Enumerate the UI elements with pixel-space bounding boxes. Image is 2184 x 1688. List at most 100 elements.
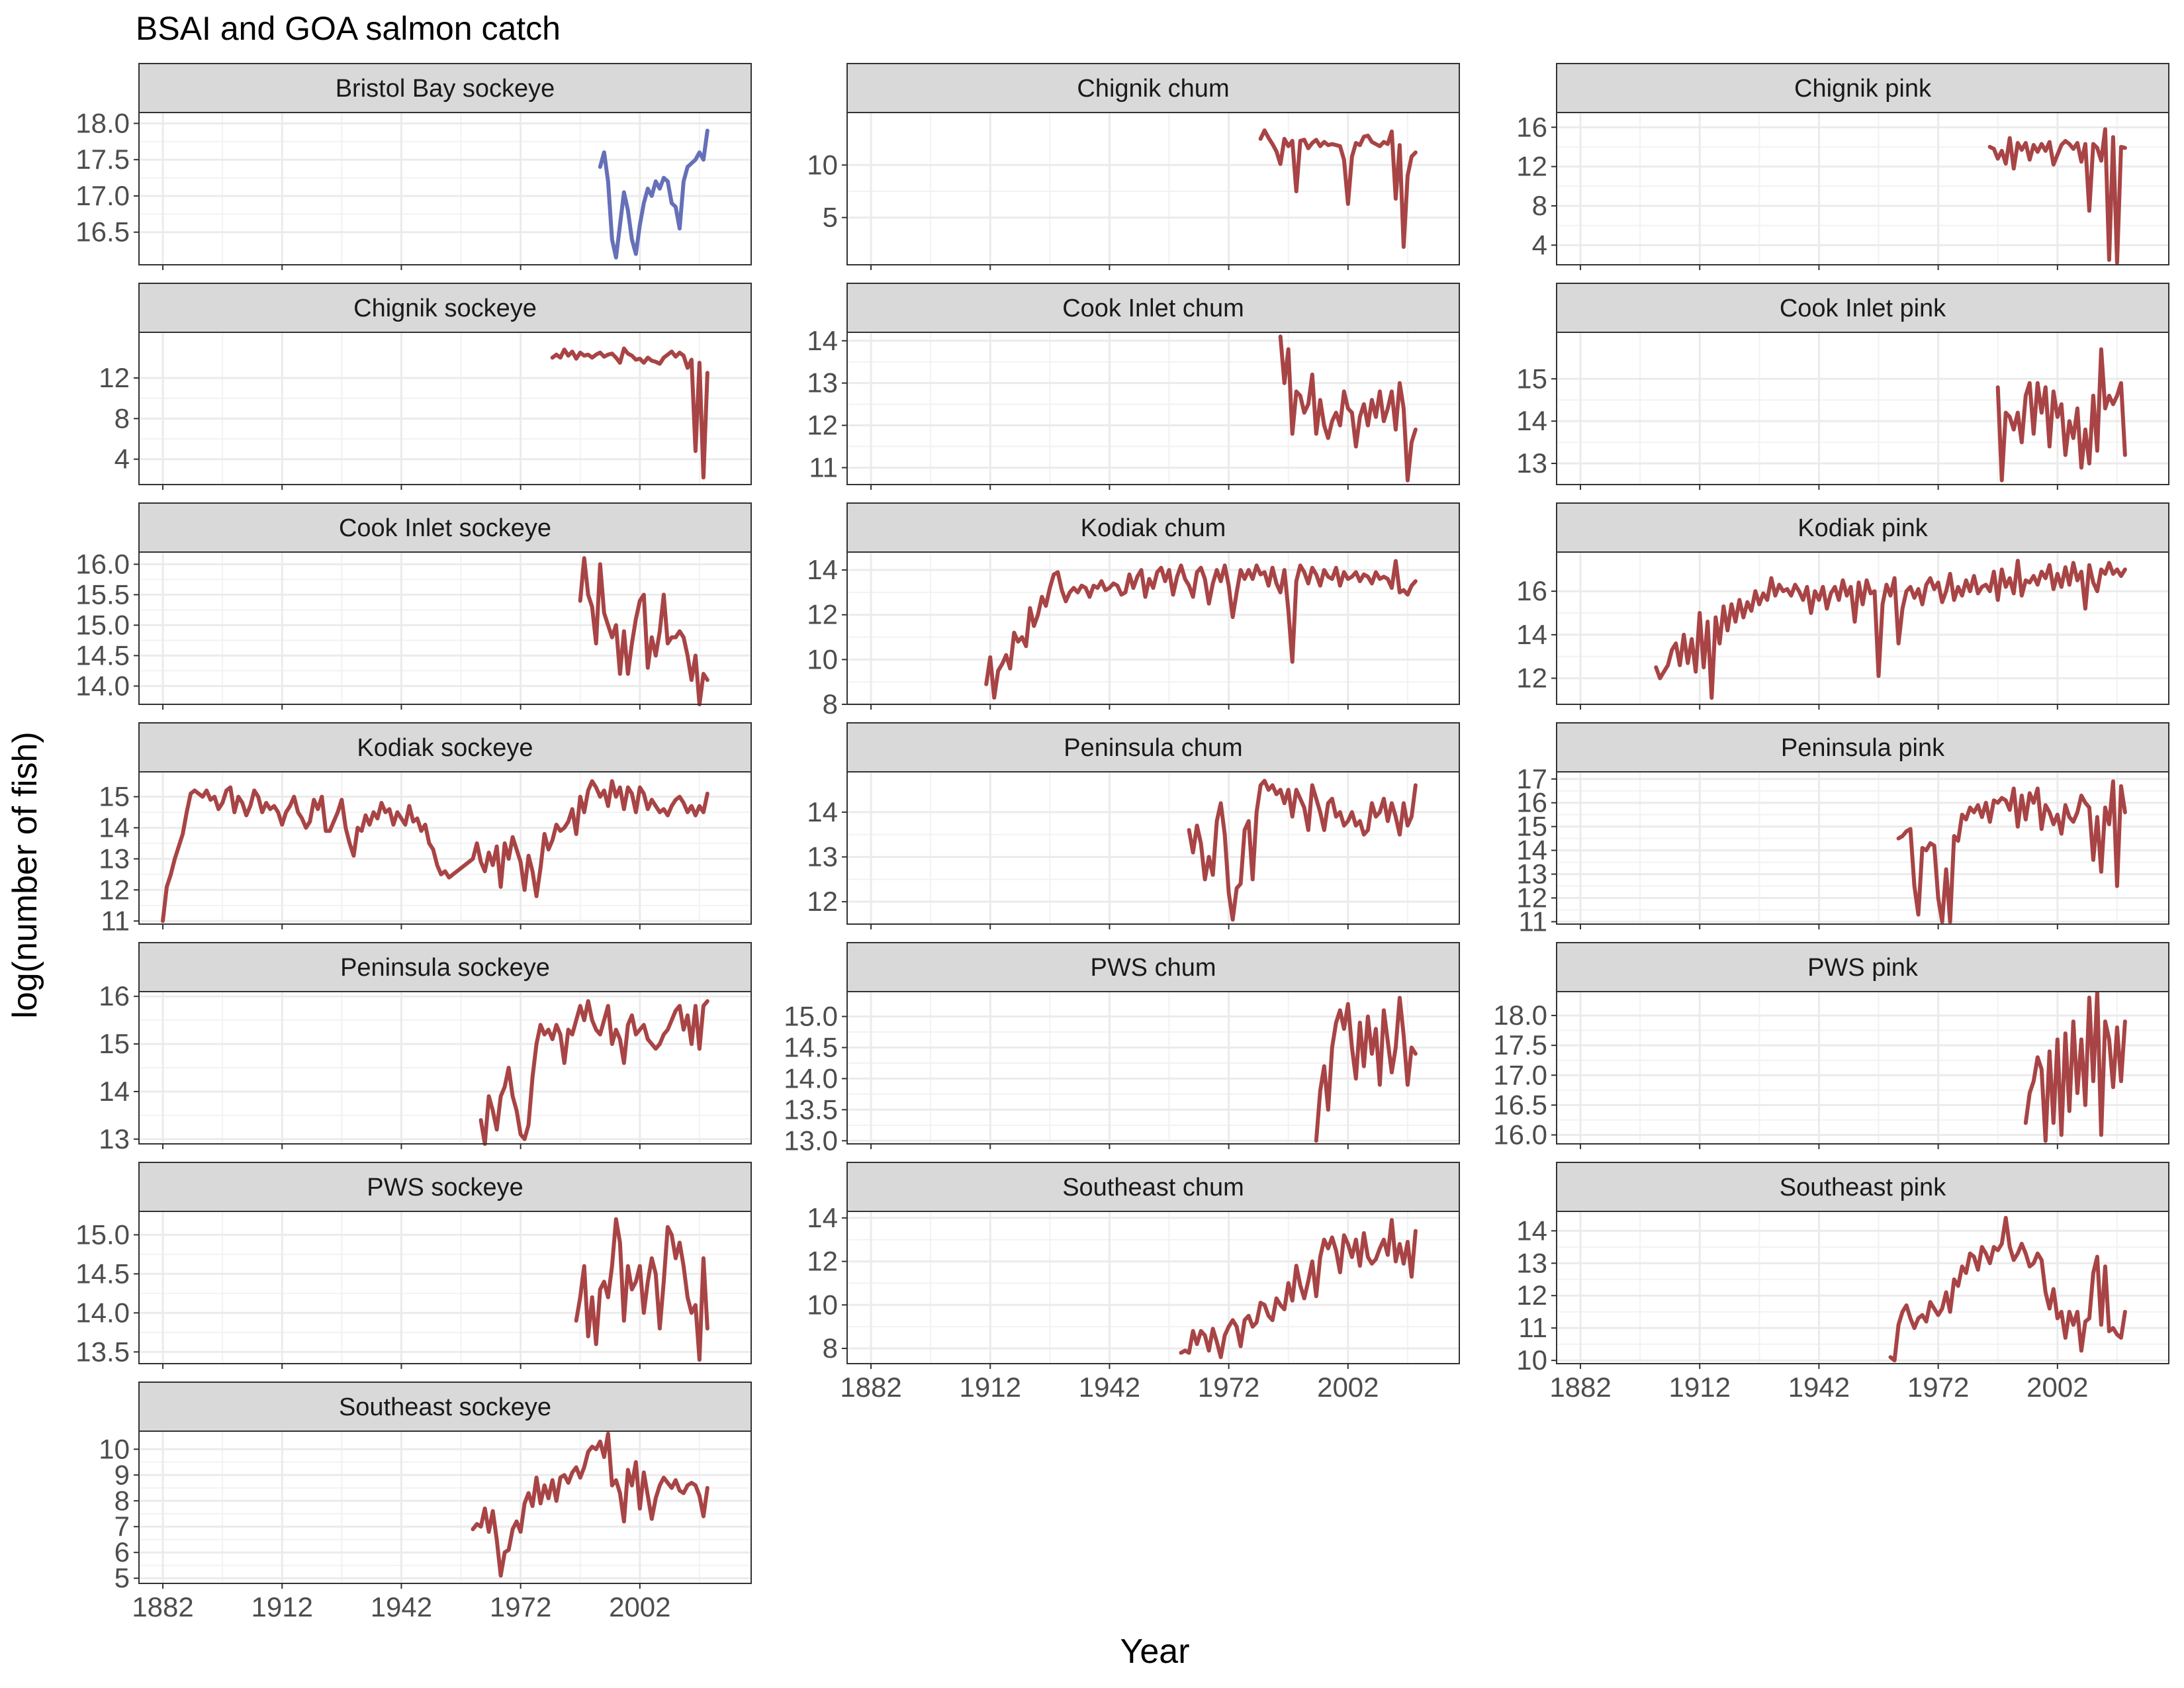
facet-strip-label: Kodiak chum (1081, 514, 1226, 542)
y-tick-label: 15.5 (75, 579, 130, 610)
y-tick-label: 17.0 (1493, 1059, 1547, 1090)
panel-peninsula-sockeye: 13 14 15 16 Peninsula sockeye (99, 942, 752, 1154)
plot-area (139, 1431, 751, 1583)
y-tick-label: 16.0 (75, 548, 130, 579)
y-tick-label: 8 (114, 402, 130, 434)
y-tick-label: 15 (1516, 363, 1547, 394)
y-tick-label: 14 (807, 325, 838, 356)
facet-strip-label: PWS chum (1090, 954, 1216, 982)
y-tick-label: 14.0 (75, 1297, 130, 1328)
plot-area (1557, 332, 2169, 485)
facet-strip (138, 942, 752, 992)
series-line-bristol-bay-sockeye (598, 128, 709, 259)
y-tick-label: 11 (1518, 906, 1547, 937)
facet-strip (138, 1162, 752, 1212)
panel-pws-chum: 13.013.514.014.515.0 PWS chum (784, 942, 1460, 1156)
panel-pws-pink: 16.016.517.017.518.0 PWS pink (1493, 942, 2169, 1150)
y-tick-label: 14.5 (75, 639, 130, 671)
plot-area (847, 772, 1459, 924)
facet-strip-label: Southeast sockeye (339, 1393, 551, 1421)
y-tick-label: 11 (101, 905, 130, 936)
x-tick-label: 2002 (1317, 1372, 1379, 1403)
facet-strip (846, 1162, 1460, 1212)
y-tick-label: 18.0 (1493, 1000, 1547, 1031)
y-tick-label: 14 (1516, 1215, 1547, 1246)
y-tick-label: 15.0 (75, 1219, 130, 1250)
panel-chignik-sockeye: 4 8 12 Chignik sockeye (99, 283, 752, 490)
y-tick-label: 15 (99, 781, 130, 812)
plot-area (847, 332, 1459, 485)
series-line-southeast-chum (1179, 1218, 1418, 1360)
y-tick-label: 4 (114, 444, 130, 475)
facet-strip-label: Kodiak sockeye (357, 734, 533, 762)
plot-area (1557, 113, 2169, 265)
facet-strip (846, 283, 1460, 333)
series-line-pws-sockeye (574, 1217, 709, 1362)
y-tick-label: 12 (99, 874, 130, 905)
y-tick-label: 14 (99, 812, 130, 843)
y-tick-label: 10 (99, 1433, 130, 1464)
y-tick-label: 12 (807, 599, 838, 630)
panel-kodiak-pink: 12 14 16 Kodiak pink (1516, 502, 2169, 710)
y-tick-label: 12 (807, 1246, 838, 1277)
facet-strip-label: Chignik pink (1794, 75, 1932, 103)
facet-strip (138, 502, 752, 553)
facet-strip (1556, 502, 2169, 553)
series-line-southeast-pink (1888, 1215, 2127, 1363)
facet-strip-label: Kodiak pink (1797, 514, 1928, 542)
panel-cook-inlet-sockeye: 14.014.515.015.516.0 Cook Inlet sockeye (75, 502, 752, 710)
facet-strip-label: Peninsula pink (1781, 734, 1945, 762)
panel-peninsula-chum: 12 13 14 Peninsula chum (807, 722, 1460, 929)
facet-strip (846, 63, 1460, 113)
series-line-southeast-sockeye (471, 1431, 709, 1578)
series-line-chignik-sockeye (550, 346, 709, 480)
panel-cook-inlet-chum: 11 12 13 14 Cook Inlet chum (807, 283, 1460, 490)
y-tick-label: 4 (1532, 229, 1547, 260)
y-tick-label: 10 (807, 643, 838, 675)
y-tick-label: 16 (1516, 111, 1547, 142)
y-tick-label: 12 (807, 410, 838, 441)
y-tick-label: 8 (823, 688, 838, 720)
y-tick-label: 11 (809, 451, 838, 483)
x-tick-label: 2002 (609, 1591, 670, 1622)
x-tick-label: 1912 (960, 1372, 1021, 1403)
y-tick-label: 14.0 (75, 670, 130, 701)
plot-area (139, 552, 751, 704)
facet-strip-label: Chignik sockeye (353, 295, 537, 322)
y-tick-label: 10 (807, 1289, 838, 1320)
y-axis-title: log(number of fish) (6, 731, 44, 1019)
series-line-pws-chum (1314, 996, 1418, 1143)
series-line-kodiak-pink (1654, 559, 2127, 700)
y-tick-label: 17 (1516, 763, 1547, 794)
y-tick-label: 12 (1516, 151, 1547, 182)
facet-strip (846, 722, 1460, 773)
series-line-cook-inlet-pink (1995, 347, 2127, 483)
facet-strip (1556, 722, 2169, 773)
y-tick-label: 13 (807, 367, 838, 399)
series-line-peninsula-chum (1187, 778, 1418, 922)
x-tick-label: 1972 (490, 1591, 551, 1622)
y-tick-label: 14 (1516, 405, 1547, 436)
y-tick-label: 14.5 (75, 1258, 130, 1289)
series-line-cook-inlet-chum (1278, 334, 1418, 483)
y-tick-label: 13.5 (784, 1094, 838, 1125)
y-tick-label: 13.0 (784, 1125, 838, 1156)
series-line-cook-inlet-sockeye (578, 556, 709, 706)
facet-strip-label: Southeast chum (1062, 1174, 1244, 1201)
y-tick-label: 7 (114, 1511, 130, 1542)
y-tick-label: 13 (99, 843, 130, 874)
y-tick-label: 17.0 (75, 180, 130, 211)
series-line-chignik-pink (1987, 127, 2127, 265)
plot-area (1557, 772, 2169, 924)
y-tick-label: 16 (1516, 575, 1547, 606)
facet-strip-label: Cook Inlet sockeye (339, 514, 551, 542)
y-tick-label: 5 (823, 202, 838, 233)
panel-southeast-chum: 8 10 12 14 1882 1912 1942 1972 2002 Southeast chu… (807, 1162, 1460, 1403)
y-tick-label: 13 (1516, 1247, 1547, 1278)
panel-kodiak-chum: 8 10 12 14 Kodiak chum (807, 502, 1460, 720)
y-tick-label: 12 (99, 362, 130, 393)
plot-area (847, 113, 1459, 265)
panel-chignik-chum: 5 10 Chignik chum (807, 63, 1460, 270)
